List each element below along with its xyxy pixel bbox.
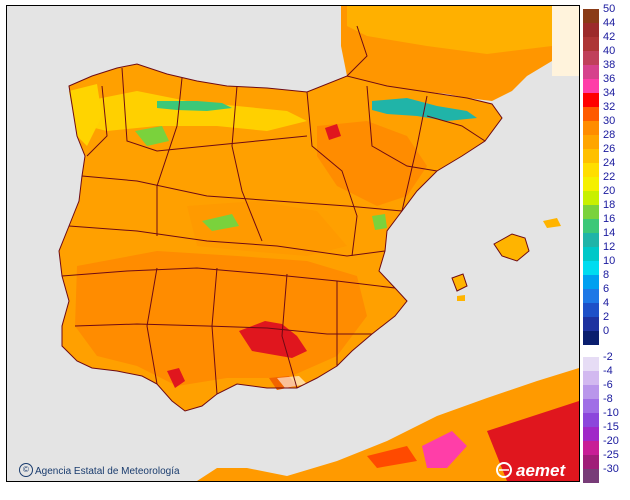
legend-swatch: [583, 427, 599, 441]
legend-label: 16: [603, 213, 616, 225]
legend-swatch: [583, 469, 599, 483]
legend-swatch: [583, 331, 599, 345]
legend-label: -20: [603, 435, 619, 447]
map-credit: Agencia Estatal de Meteorología: [35, 466, 180, 477]
legend-label: 10: [603, 255, 616, 267]
legend-swatch: [583, 371, 599, 385]
legend-label: 24: [603, 157, 616, 169]
legend-swatch: [583, 247, 599, 261]
cool-zone-leon: [135, 126, 169, 146]
legend-label: 20: [603, 185, 616, 197]
legend-label: -25: [603, 449, 619, 461]
hot-spot-ebro: [325, 124, 341, 140]
legend-label: -4: [603, 365, 613, 377]
legend-swatch: [583, 219, 599, 233]
cool-zone-gredos: [202, 214, 239, 231]
cool-zone-cantabria: [157, 101, 232, 111]
legend-label: -15: [603, 421, 619, 433]
legend-swatch: [583, 261, 599, 275]
aemet-logo-text: aemet: [516, 461, 566, 480]
legend-label: -10: [603, 407, 619, 419]
menorca-island: [543, 218, 561, 228]
top-right-land: [552, 6, 579, 76]
legend-label: 30: [603, 115, 616, 127]
cool-zone-iberico: [372, 214, 387, 230]
legend-swatch: [583, 233, 599, 247]
legend-label: 6: [603, 283, 610, 295]
legend-swatch: [583, 177, 599, 191]
legend-swatch: [583, 149, 599, 163]
mild-zone-galicia: [69, 84, 102, 146]
legend-label: -30: [603, 463, 619, 475]
legend-swatch: [583, 289, 599, 303]
legend-swatch: [583, 51, 599, 65]
north-africa-land: [197, 368, 579, 481]
legend-swatch: [583, 205, 599, 219]
legend-label: 34: [603, 87, 616, 99]
africa-hot-strip: [367, 446, 417, 468]
legend-swatch: [583, 317, 599, 331]
legend-swatch: [583, 135, 599, 149]
legend-swatch: [583, 357, 599, 371]
legend-swatch: [583, 121, 599, 135]
mild-zone-north: [87, 91, 307, 131]
legend-swatch: [583, 9, 599, 23]
legend-swatch: [583, 275, 599, 289]
legend-swatch: [583, 23, 599, 37]
legend-swatch: [583, 65, 599, 79]
legend-label: 50: [603, 3, 616, 15]
legend-label: 12: [603, 241, 616, 253]
temperature-map: © Agencia Estatal de Meteorología aemet: [6, 5, 580, 482]
legend-label: 14: [603, 227, 616, 239]
legend-swatch: [583, 163, 599, 177]
legend-label: -2: [603, 351, 613, 363]
hot-spot-jaen: [239, 321, 307, 358]
legend-swatch: [583, 79, 599, 93]
legend-label: 36: [603, 73, 616, 85]
africa-extreme-zone: [422, 431, 467, 468]
formentera-island: [457, 295, 465, 301]
legend-label: 18: [603, 199, 616, 211]
legend-swatch: [583, 107, 599, 121]
legend-label: 8: [603, 269, 610, 281]
legend-label: -6: [603, 379, 613, 391]
heat-zone-ebro: [317, 121, 427, 206]
legend-label: 22: [603, 171, 616, 183]
legend-swatch: [583, 441, 599, 455]
copyright-icon: ©: [19, 463, 33, 477]
legend-swatch: [583, 385, 599, 399]
temperature-legend: 50 44 42 40 38 36 34 32 30 28 26 24 22 20 18 16 14 12 10 8 6…: [583, 4, 630, 487]
legend-label: 26: [603, 143, 616, 155]
legend-swatch: [583, 303, 599, 317]
snow-zone-nevada: [277, 376, 307, 388]
legend-label: 44: [603, 17, 616, 29]
legend-swatch: [583, 93, 599, 107]
legend-swatch: [583, 191, 599, 205]
legend-swatch: [583, 37, 599, 51]
legend-swatch: [583, 413, 599, 427]
legend-label: 4: [603, 297, 610, 309]
france-inland: [347, 6, 552, 54]
africa-hot-zone: [487, 401, 579, 481]
legend-label: 28: [603, 129, 616, 141]
mallorca-island: [494, 234, 529, 261]
hot-spot-sevilla: [167, 368, 185, 388]
legend-label: 0: [603, 325, 610, 337]
legend-label: 38: [603, 59, 616, 71]
legend-label: 42: [603, 31, 616, 43]
legend-swatch: [583, 455, 599, 469]
legend-label: 40: [603, 45, 616, 57]
aemet-logo: aemet: [496, 461, 566, 480]
legend-label: 32: [603, 101, 616, 113]
map-canvas: [58, 6, 579, 481]
legend-label: -8: [603, 393, 613, 405]
province-borders: [58, 25, 530, 412]
legend-swatch: [583, 399, 599, 413]
legend-label: 2: [603, 311, 610, 323]
